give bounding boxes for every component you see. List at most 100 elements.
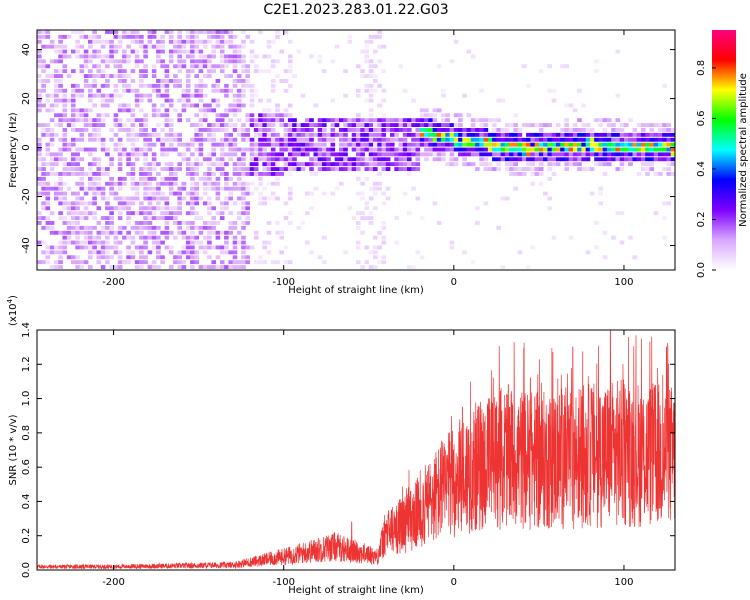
- heatmap-cell: [49, 172, 55, 176]
- heatmap-cell: [241, 167, 246, 171]
- heatmap-cell: [219, 59, 225, 64]
- heatmap-cell: [258, 255, 263, 260]
- heatmap-cell: [151, 167, 157, 171]
- heatmap-cell: [173, 211, 178, 216]
- heatmap-cell: [530, 142, 535, 147]
- heatmap-cell: [160, 211, 165, 216]
- heatmap-cell: [385, 147, 391, 152]
- heatmap-cell: [492, 123, 497, 127]
- heatmap-cell: [598, 162, 603, 167]
- heatmap-cell: [66, 74, 72, 78]
- heatmap-cell: [190, 123, 195, 127]
- heatmap-cell: [364, 39, 370, 44]
- heatmap-cell: [79, 181, 85, 186]
- heatmap-cell: [109, 59, 114, 64]
- heatmap-cell: [287, 123, 293, 127]
- heatmap-cell: [381, 255, 387, 260]
- heatmap-cell: [185, 201, 191, 206]
- heatmap-cell: [139, 34, 144, 39]
- heatmap-cell: [249, 162, 255, 167]
- heatmap-cell: [122, 152, 127, 157]
- heatmap-cell: [521, 157, 527, 162]
- heatmap-cell: [300, 137, 306, 142]
- heatmap-cell: [54, 44, 59, 49]
- heatmap-cell: [373, 74, 378, 78]
- heatmap-cell: [194, 74, 199, 78]
- heatmap-cell: [37, 142, 42, 147]
- heatmap-cell: [198, 64, 204, 69]
- heatmap-cell: [190, 30, 195, 34]
- heatmap-cell: [151, 30, 157, 34]
- heatmap-cell: [126, 132, 131, 137]
- heatmap-cell: [419, 255, 425, 260]
- heatmap-cell: [606, 132, 612, 137]
- heatmap-cell: [54, 83, 59, 88]
- heatmap-cell: [606, 118, 612, 123]
- heatmap-cell: [190, 142, 195, 147]
- heatmap-cell: [339, 162, 344, 167]
- heatmap-cell: [236, 128, 242, 132]
- heatmap-cell: [83, 113, 89, 118]
- heatmap-cell: [538, 152, 544, 157]
- heatmap-cell: [126, 162, 131, 167]
- heatmap-cell: [551, 142, 557, 147]
- heatmap-cell: [215, 255, 221, 260]
- heatmap-cell: [551, 162, 557, 167]
- heatmap-cell: [207, 132, 212, 137]
- heatmap-cell: [368, 108, 374, 113]
- heatmap-cell: [215, 265, 221, 269]
- heatmap-cell: [156, 186, 161, 191]
- heatmap-cell: [270, 128, 276, 132]
- heatmap-cell: [143, 216, 148, 220]
- heatmap-cell: [381, 142, 387, 147]
- heatmap-cell: [547, 64, 552, 69]
- heatmap-cell: [496, 167, 501, 171]
- heatmap-cell: [449, 240, 455, 245]
- heatmap-cell: [581, 103, 586, 108]
- heatmap-cell: [275, 260, 280, 265]
- heatmap-cell: [54, 245, 59, 250]
- heatmap-cell: [185, 162, 191, 167]
- heatmap-cell: [71, 172, 76, 176]
- heatmap-cell: [117, 201, 123, 206]
- heatmap-cell: [594, 245, 599, 250]
- heatmap-cell: [88, 201, 93, 206]
- y-tick-label: 1.2: [21, 356, 32, 372]
- heatmap-cell: [232, 245, 238, 250]
- spectrogram-frame: [36, 29, 676, 271]
- heatmap-cell: [453, 39, 459, 44]
- heatmap-cell: [41, 59, 46, 64]
- heatmap-cell: [483, 157, 489, 162]
- heatmap-cell: [287, 83, 293, 88]
- heatmap-cell: [194, 172, 199, 176]
- heatmap-cell: [117, 255, 123, 260]
- heatmap-cell: [624, 132, 629, 137]
- heatmap-cell: [317, 162, 323, 167]
- heatmap-cell: [313, 186, 319, 191]
- heatmap-cell: [147, 93, 153, 98]
- heatmap-cell: [75, 260, 80, 265]
- heatmap-cell: [190, 54, 195, 59]
- heatmap-cell: [415, 152, 421, 157]
- heatmap-cell: [224, 196, 229, 201]
- heatmap-cell: [194, 260, 199, 265]
- heatmap-cell: [173, 132, 178, 137]
- heatmap-cell: [100, 44, 106, 49]
- heatmap-cell: [88, 250, 93, 255]
- heatmap-cell: [109, 49, 114, 54]
- heatmap-cell: [241, 265, 246, 269]
- heatmap-cell: [449, 128, 455, 132]
- heatmap-cell: [241, 103, 246, 108]
- heatmap-cell: [453, 162, 459, 167]
- heatmap-cell: [37, 98, 42, 103]
- heatmap-cell: [147, 265, 153, 269]
- heatmap-cell: [356, 245, 361, 250]
- heatmap-cell: [156, 88, 161, 93]
- heatmap-cell: [287, 172, 293, 176]
- heatmap-cell: [207, 54, 212, 59]
- heatmap-cell: [143, 64, 148, 69]
- heatmap-cell: [641, 167, 646, 171]
- heatmap-cell: [173, 206, 178, 211]
- heatmap-cell: [377, 162, 382, 167]
- heatmap-cell: [92, 93, 97, 98]
